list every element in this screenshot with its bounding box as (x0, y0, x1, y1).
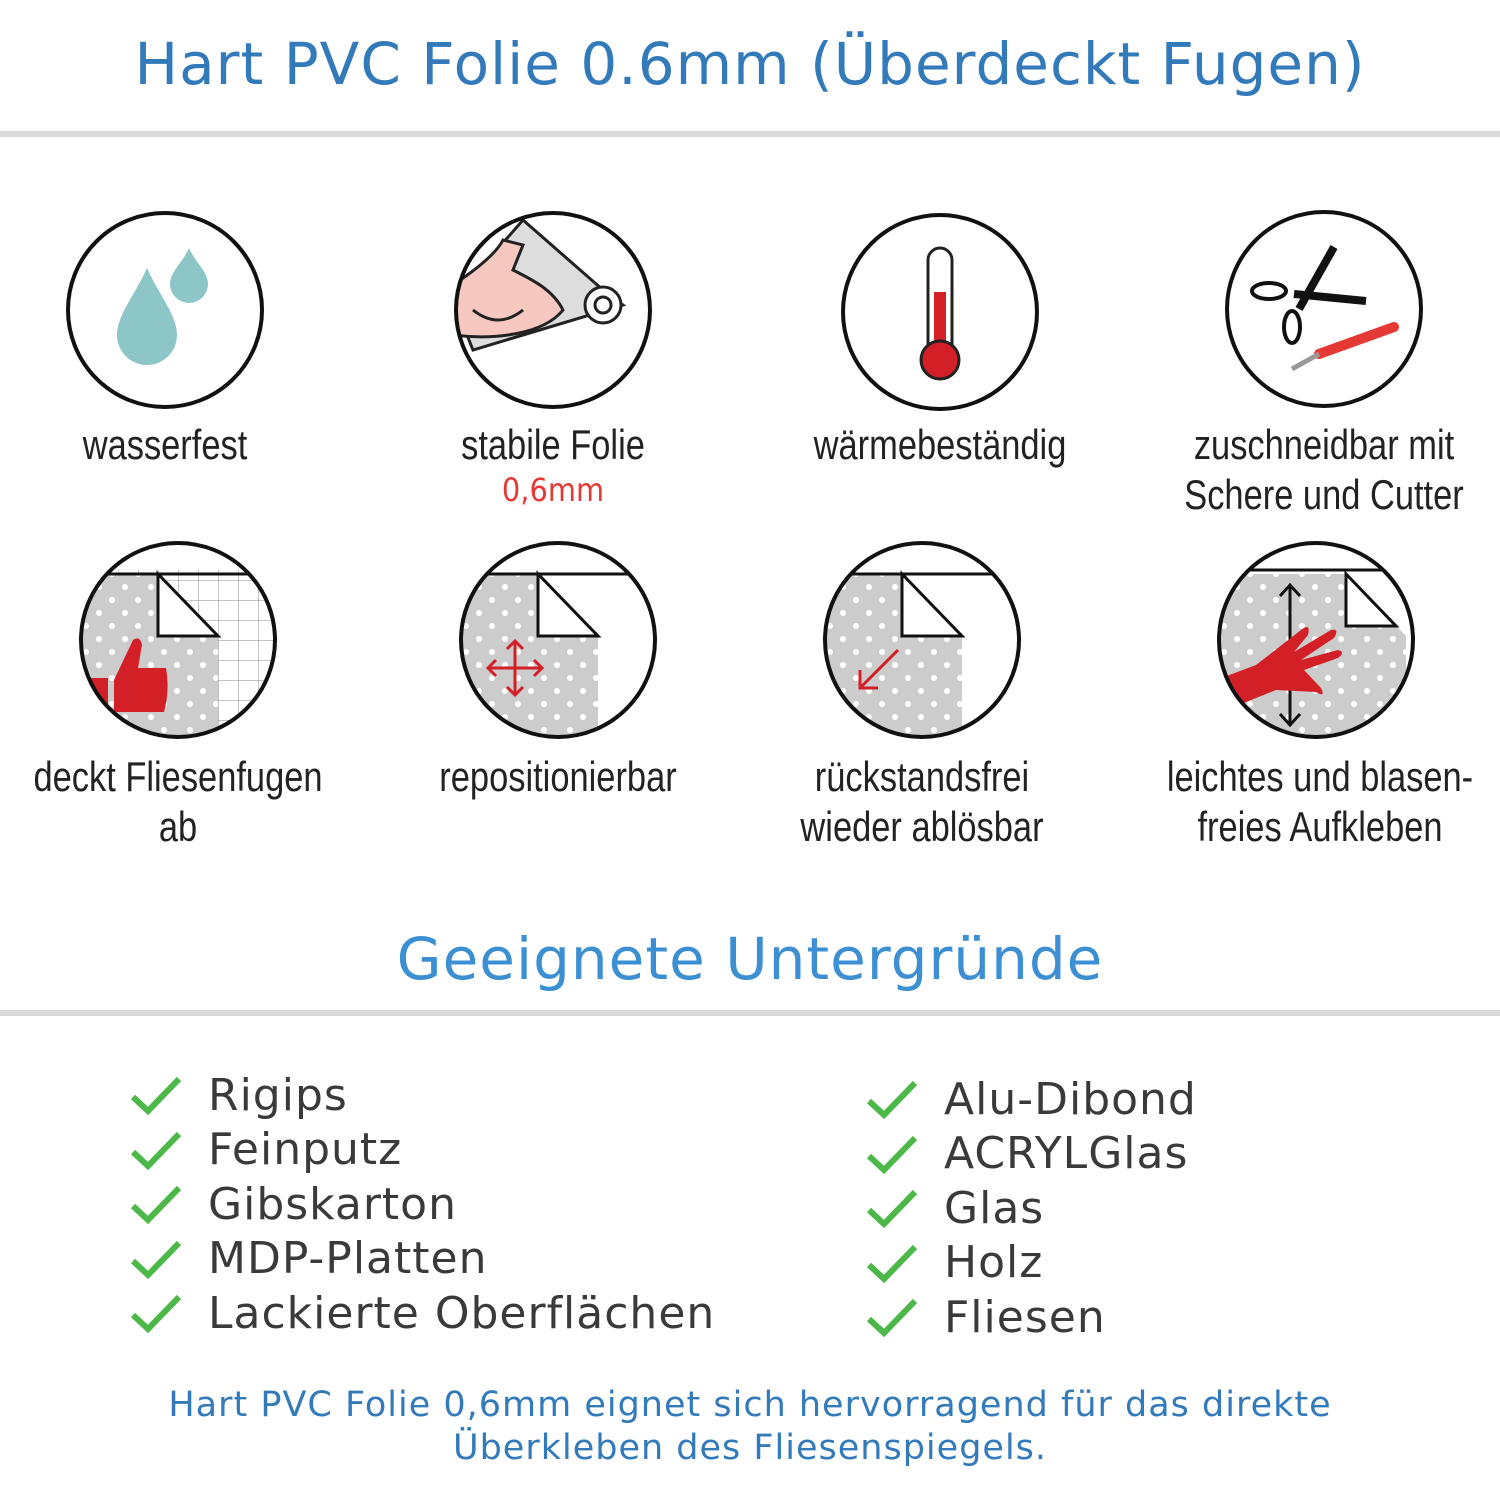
feature-label-rueckstandsfrei: rückstandsfrei wieder ablösbar (758, 752, 1086, 852)
feature-label-fliesenfugen: deckt Fliesenfugen ab (33, 753, 323, 850)
hand-smooth-icon (1217, 541, 1415, 739)
surface-label: Alu-Dibond (944, 1073, 1197, 1125)
surface-item: Fliesen (866, 1290, 1106, 1344)
feature-label-blasenfrei: leichtes und blasen- freies Aufkleben (1156, 752, 1484, 852)
check-icon (130, 1240, 182, 1279)
feature-label-line2: freies Aufkleben (1197, 803, 1443, 850)
surface-item: Lackierte Oberflächen (130, 1286, 715, 1340)
surface-label: Feinputz (208, 1124, 403, 1175)
surface-item: Glas (866, 1181, 1044, 1235)
surface-label: Fliesen (944, 1291, 1106, 1343)
feature-label-wasserfest: wasserfest (82, 421, 248, 468)
divider (0, 1010, 1500, 1016)
feature-label-line2: wieder ablösbar (800, 803, 1044, 850)
surface-label: ACRYLGlas (944, 1128, 1189, 1179)
surface-item: ACRYLGlas (866, 1127, 1188, 1181)
check-icon (866, 1298, 918, 1337)
peel-off-icon (823, 541, 1021, 739)
feature-label-zuschneidbar: zuschneidbar mit Schere und Cutter (1160, 420, 1488, 520)
feature-label-repositionierbar: repositionierbar (439, 753, 677, 800)
check-icon (130, 1294, 182, 1333)
check-icon (130, 1185, 182, 1224)
page-title: Hart PVC Folie 0.6mm (Überdeckt Fugen) (134, 30, 1366, 98)
check-icon (130, 1131, 182, 1170)
feature-label-line2: Schere und Cutter (1184, 471, 1464, 518)
surface-label: Gibskarton (208, 1178, 457, 1230)
surface-label: Lackierte Oberflächen (208, 1287, 716, 1339)
feature-label-text: stabile Folie (461, 421, 645, 468)
strong-arm-icon (454, 211, 652, 409)
thermometer-icon (841, 213, 1039, 411)
water-drops-icon (66, 211, 264, 409)
surface-item: Holz (866, 1236, 1043, 1290)
feature-label-line1: leichtes und blasen- (1166, 753, 1474, 800)
footer-line1: Hart PVC Folie 0,6mm eignet sich hervorr… (168, 1385, 1332, 1425)
check-icon (866, 1189, 918, 1228)
move-arrows-icon (459, 541, 657, 739)
thumbs-up-tiles-icon (79, 541, 277, 739)
check-icon (866, 1135, 918, 1174)
check-icon (130, 1076, 182, 1115)
surface-label: Glas (944, 1182, 1045, 1234)
surface-item: Gibskarton (130, 1177, 457, 1231)
surface-label: MDP-Platten (208, 1233, 488, 1284)
surface-item: MDP-Platten (130, 1232, 487, 1286)
surface-item: Rigips (130, 1068, 348, 1122)
scissors-cutter-icon (1225, 210, 1423, 408)
surface-item: Feinputz (130, 1123, 402, 1177)
check-icon (866, 1080, 918, 1119)
feature-sub-thickness: 0,6mm (501, 471, 605, 509)
section-title: Geeignete Untergründe (396, 925, 1104, 993)
footer-note: Hart PVC Folie 0,6mm eignet sich hervorr… (0, 1384, 1500, 1470)
divider (0, 131, 1500, 137)
surface-label: Holz (944, 1237, 1044, 1288)
footer-line2: Überkleben des Fliesenspiegels. (452, 1428, 1048, 1468)
feature-label-line1: zuschneidbar mit (1193, 421, 1455, 468)
feature-label-line1: rückstandsfrei (814, 753, 1030, 800)
check-icon (866, 1244, 918, 1283)
feature-label-waermebestaendig: wärmebeständig (813, 421, 1067, 468)
surface-item: Alu-Dibond (866, 1072, 1197, 1126)
surface-label: Rigips (208, 1069, 348, 1121)
feature-label-stabile-folie: stabile Folie 0,6mm (389, 420, 717, 510)
